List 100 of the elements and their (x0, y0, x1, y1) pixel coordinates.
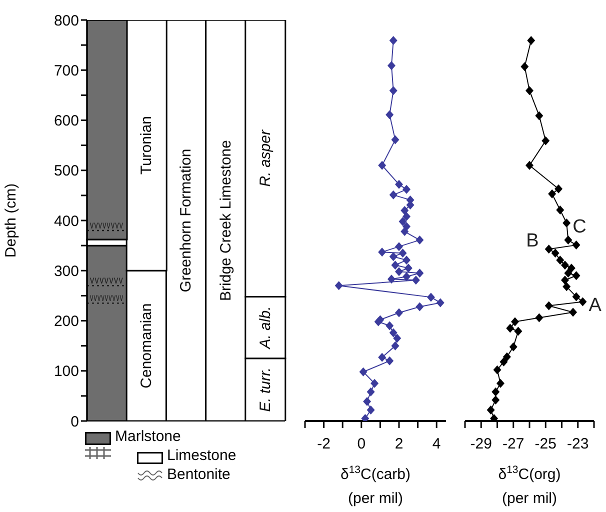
point (404, 264, 412, 273)
point (402, 272, 411, 282)
point (572, 271, 580, 280)
point (391, 260, 400, 270)
y-tick-label: 600 (54, 112, 79, 130)
annotation: A (588, 295, 602, 316)
point (510, 317, 519, 326)
point (378, 352, 386, 362)
point (387, 61, 396, 70)
ref-line-label: vvvvvvv (90, 274, 136, 287)
point (387, 274, 396, 284)
x-tick-label: 4 (432, 436, 441, 453)
point (500, 357, 508, 366)
point (370, 378, 379, 388)
point (578, 297, 587, 306)
point (426, 292, 435, 302)
data-label: Greenhorn Formation (178, 148, 195, 292)
y-tick-label: 0 (70, 413, 79, 430)
point (378, 160, 386, 170)
point (564, 268, 572, 278)
point (389, 252, 398, 262)
text: Bentonite (167, 466, 230, 483)
point (556, 205, 564, 214)
data-label: A. alb. (256, 306, 274, 350)
point (361, 414, 370, 421)
annotation: B (526, 230, 539, 252)
point (526, 86, 534, 96)
data-label: Bridge Creek Limestone (217, 140, 234, 301)
point (502, 352, 511, 362)
x-axis-title: δ$^{13}$C(carb) (per mil) (340, 464, 411, 507)
point (412, 276, 420, 285)
data-label: Turonian (138, 116, 156, 175)
x-axis-title: δ$^{13}$C(org) (per mil) (498, 464, 561, 507)
ref-line-label: vvvvvvvv (90, 220, 142, 232)
point (490, 414, 498, 421)
y-tick-label: 800 (54, 12, 79, 30)
y-axis-title: Depth (cm) (2, 183, 20, 258)
point (389, 190, 398, 200)
point (493, 365, 502, 374)
point (544, 301, 553, 310)
point (562, 218, 571, 228)
point (572, 240, 580, 250)
text: Marlstone (115, 428, 181, 445)
point (556, 256, 564, 265)
x-tick-label: -2 (317, 436, 330, 453)
point (564, 236, 572, 245)
x-tick-label: -29 (470, 436, 492, 453)
data-label: R. asper (256, 129, 274, 187)
point (492, 387, 500, 396)
point (560, 260, 569, 270)
point (506, 324, 514, 333)
point (386, 110, 394, 120)
point (402, 212, 411, 221)
point (416, 302, 424, 312)
point (378, 248, 386, 257)
x-tick-label: -27 (502, 436, 524, 453)
point (395, 308, 403, 318)
point (436, 298, 444, 308)
point (389, 36, 398, 46)
point (395, 180, 403, 189)
point (560, 276, 569, 285)
point (551, 248, 560, 258)
point (526, 160, 534, 170)
point (398, 248, 407, 258)
point (554, 184, 563, 194)
point (334, 281, 343, 290)
point (402, 256, 411, 265)
point (486, 405, 495, 414)
point (393, 334, 402, 343)
point (496, 378, 504, 388)
point (416, 268, 424, 278)
point (572, 292, 580, 302)
point (416, 236, 424, 245)
point (386, 321, 394, 330)
point (492, 395, 500, 404)
point (544, 244, 553, 254)
y-tick-label: 400 (54, 212, 79, 230)
point (567, 264, 576, 273)
point (400, 206, 409, 215)
point (527, 36, 536, 46)
point (569, 308, 578, 317)
y-tick-label: 100 (54, 363, 79, 380)
point (395, 242, 403, 252)
point (520, 62, 529, 72)
x-tick-label: -25 (534, 436, 556, 453)
point (542, 136, 550, 146)
x-tick-label: -23 (567, 436, 589, 453)
point (391, 135, 400, 144)
point (395, 267, 403, 276)
point (509, 342, 518, 352)
text: Limestone (167, 447, 236, 464)
point (535, 313, 544, 322)
x-tick-label: 0 (357, 436, 366, 453)
point (400, 227, 409, 236)
point (363, 396, 372, 406)
point (535, 111, 544, 120)
point (562, 282, 571, 292)
point (389, 328, 398, 338)
point (366, 387, 375, 396)
point (386, 356, 394, 366)
